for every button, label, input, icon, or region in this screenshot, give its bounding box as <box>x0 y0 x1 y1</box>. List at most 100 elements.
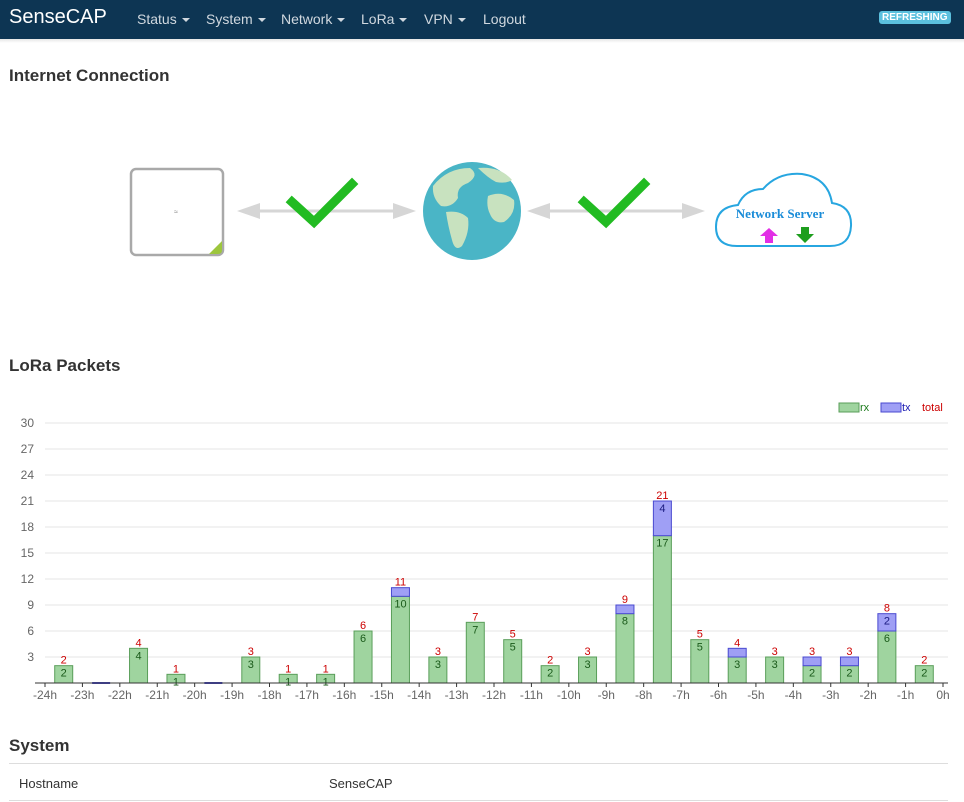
x-tick-label: -2h <box>859 688 876 702</box>
rx-bar <box>652 535 672 684</box>
y-tick-label: 9 <box>27 598 34 612</box>
rx-value-label: 2 <box>809 668 815 680</box>
total-value-label: 2 <box>921 655 927 667</box>
chevron-down-icon <box>399 18 408 23</box>
legend-rx-swatch <box>838 402 860 413</box>
total-value-label: 1 <box>323 663 329 675</box>
chevron-down-icon <box>457 18 466 23</box>
y-tick-label: 24 <box>21 468 35 482</box>
rx-value-label: 7 <box>472 624 478 636</box>
top-navbar: SenseCAP Status System Network LoRa VPN … <box>0 0 964 39</box>
nav-network-label: Network <box>281 11 333 27</box>
x-tick-label: -13h <box>445 688 469 702</box>
rx-value-label: 3 <box>734 659 740 671</box>
total-value-label: 5 <box>697 629 703 641</box>
hostname-value: SenseCAP <box>329 776 393 791</box>
rx-value-label: 6 <box>884 633 890 645</box>
nav-system-label: System <box>206 11 253 27</box>
tx-value-label: 4 <box>659 503 665 515</box>
x-tick-label: -24h <box>33 688 57 702</box>
x-tick-label: 0h <box>936 688 949 702</box>
internet-connection-title: Internet Connection <box>9 66 170 85</box>
nav-status-menu[interactable]: Status <box>137 11 190 27</box>
x-tick-label: -3h <box>822 688 839 702</box>
hostname-label: Hostname <box>19 776 79 791</box>
x-tick-label: -10h <box>557 688 581 702</box>
total-value-label: 9 <box>622 594 628 606</box>
svg-text:≈: ≈ <box>174 209 178 216</box>
total-value-label: 7 <box>472 611 478 623</box>
brand-logo[interactable]: SenseCAP <box>9 6 107 28</box>
rx-value-label: 2 <box>547 668 553 680</box>
total-value-label: 4 <box>135 637 141 649</box>
rx-value-label: 3 <box>248 659 254 671</box>
globe-icon <box>423 162 521 260</box>
x-tick-label: -22h <box>108 688 132 702</box>
legend-total-label: total <box>922 402 943 414</box>
x-tick-label: -6h <box>710 688 727 702</box>
legend-tx-swatch <box>880 402 902 413</box>
table-divider <box>9 800 948 801</box>
x-tick-label: -18h <box>257 688 281 702</box>
total-value-label: 6 <box>360 620 366 632</box>
rx-value-label: 2 <box>61 668 67 680</box>
rx-value-label: 1 <box>173 676 179 688</box>
connection-diagram: ≈ <box>129 162 853 260</box>
rx-value-label: 5 <box>697 642 703 654</box>
nav-system-menu[interactable]: System <box>206 11 266 27</box>
y-tick-label: 6 <box>27 624 34 638</box>
chevron-down-icon <box>181 18 190 23</box>
rx-value-label: 3 <box>772 659 778 671</box>
navbar-shadow <box>0 39 964 43</box>
tx-value-label: 2 <box>884 616 890 628</box>
rx-value-label: 10 <box>394 598 406 610</box>
legend-rx-label: rx <box>860 402 870 414</box>
total-value-label: 2 <box>61 655 67 667</box>
chevron-down-icon <box>257 18 266 23</box>
network-server-label: Network Server <box>735 206 825 221</box>
rx-value-label: 3 <box>584 659 590 671</box>
tx-bar <box>615 604 635 615</box>
x-tick-label: -19h <box>220 688 244 702</box>
x-tick-label: -11h <box>520 688 543 702</box>
rx-value-label: 8 <box>622 616 628 628</box>
x-tick-label: -9h <box>598 688 615 702</box>
x-tick-label: -1h <box>897 688 914 702</box>
total-value-label: 3 <box>435 646 441 658</box>
total-value-label: 2 <box>547 655 553 667</box>
tx-bar <box>839 656 859 667</box>
y-tick-label: 3 <box>27 650 34 664</box>
table-divider <box>9 763 948 764</box>
system-title: System <box>9 736 70 755</box>
rx-value-label: 6 <box>360 633 366 645</box>
refreshing-badge[interactable]: REFRESHING <box>879 11 951 24</box>
x-tick-label: -21h <box>145 688 169 702</box>
rx-value-label: 1 <box>323 676 329 688</box>
nav-logout-link[interactable]: Logout <box>483 11 526 27</box>
rx-value-label: 4 <box>135 650 141 662</box>
y-tick-label: 27 <box>21 442 35 456</box>
tx-bar <box>727 647 747 658</box>
tx-bar <box>390 587 410 597</box>
lora-packets-title: LoRa Packets <box>9 356 121 375</box>
x-tick-label: -16h <box>332 688 356 702</box>
x-tick-label: -15h <box>370 688 394 702</box>
nav-status-label: Status <box>137 11 177 27</box>
nav-network-menu[interactable]: Network <box>281 11 346 27</box>
y-tick-label: 15 <box>21 546 35 560</box>
nav-vpn-menu[interactable]: VPN <box>424 11 466 27</box>
x-tick-label: -14h <box>407 688 431 702</box>
x-tick-label: -12h <box>482 688 506 702</box>
legend-tx-label: tx <box>902 402 911 414</box>
total-value-label: 5 <box>510 629 516 641</box>
download-arrow-icon <box>796 227 814 243</box>
rx-value-label: 1 <box>285 676 291 688</box>
tx-bar <box>802 656 822 667</box>
total-value-label: 3 <box>248 646 254 658</box>
total-value-label: 4 <box>734 637 740 649</box>
nav-lora-menu[interactable]: LoRa <box>361 11 408 27</box>
tx-bar <box>652 500 672 537</box>
total-value-label: 3 <box>809 646 815 658</box>
tx-bar <box>877 613 897 632</box>
